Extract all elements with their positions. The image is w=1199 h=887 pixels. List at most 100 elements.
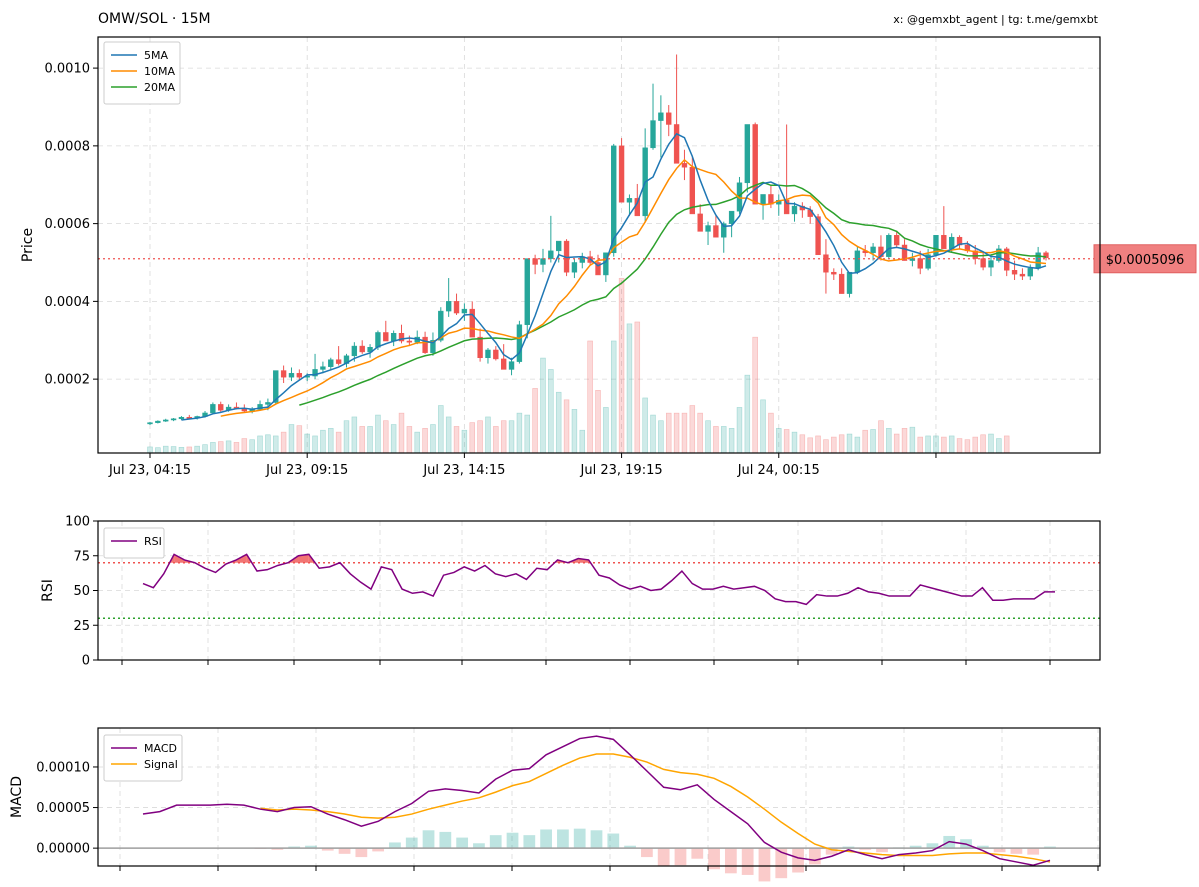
y-tick-label: 0 <box>82 654 90 669</box>
candle-body <box>917 258 923 269</box>
candle-body <box>1019 273 1026 277</box>
candle-body <box>673 124 680 164</box>
volume-bar <box>626 323 633 454</box>
volume-bar <box>155 447 161 454</box>
macd-histogram-bar <box>607 833 620 849</box>
macd-histogram-bar <box>741 848 754 875</box>
candle-body <box>901 244 908 261</box>
volume-bar <box>681 412 688 454</box>
x-tick-label: Jul 23, 09:15 <box>265 463 348 478</box>
y-tick-label: 0.0008 <box>45 139 91 154</box>
macd-histogram-bar <box>590 830 603 849</box>
candle-body <box>705 225 711 232</box>
volume-bar <box>941 436 947 454</box>
volume-bar <box>390 424 397 454</box>
volume-bar <box>768 412 774 454</box>
volume-bar <box>807 437 813 454</box>
volume-bar <box>831 436 837 454</box>
macd-panel: 0.00000 0.00005 0.00010 MACD MACD Signal <box>9 727 1101 882</box>
ma10-line <box>220 158 1047 417</box>
candle-body <box>681 163 688 168</box>
macd-histogram-bar <box>405 837 418 849</box>
volume-bar <box>571 409 578 454</box>
volume-bar <box>210 442 216 454</box>
candle-body <box>941 235 947 250</box>
volume-bar <box>697 412 703 454</box>
volume-bar <box>878 420 884 454</box>
volume-bar <box>445 416 452 454</box>
volume-bar <box>595 390 601 454</box>
volume-bar <box>249 439 255 454</box>
volume-bar <box>721 426 727 454</box>
candle-body <box>453 301 460 314</box>
candle-body <box>1011 270 1018 275</box>
volume-bar <box>980 434 986 454</box>
candle-body <box>296 373 303 378</box>
y-tick-label: 25 <box>73 619 90 634</box>
candle-body <box>273 370 279 403</box>
volume-bar <box>453 426 460 454</box>
y-tick-label: 0.0002 <box>45 373 91 388</box>
candle-body <box>697 213 703 232</box>
macd-histogram-bar <box>523 835 536 849</box>
volume-bar <box>461 429 468 454</box>
legend-entry: 20MA <box>144 81 175 94</box>
volume-bar <box>288 424 295 454</box>
volume-bar <box>548 369 554 454</box>
volume-bar <box>406 426 413 454</box>
y-tick-label: 0.00010 <box>36 760 90 775</box>
candle-body <box>218 404 224 411</box>
volume-bar <box>438 405 444 454</box>
candle-body <box>925 254 931 269</box>
candle-body <box>147 422 153 425</box>
macd-histogram-bar <box>674 848 687 866</box>
rsi-panel: 0 25 50 75 100 RSI RSI <box>40 515 1101 669</box>
candle-body <box>752 124 758 205</box>
candle-body <box>375 332 381 348</box>
legend-entry: Signal <box>144 758 178 771</box>
volume-bar <box>485 416 491 454</box>
volume-bar <box>776 428 782 454</box>
volume-bar <box>162 445 169 454</box>
volume-bar <box>736 407 743 454</box>
macd-histogram-bar <box>808 848 821 865</box>
candle-body <box>367 347 373 353</box>
x-tick-label: Jul 23, 14:15 <box>422 463 505 478</box>
candle-body <box>1043 252 1049 259</box>
macd-histogram-bar <box>573 828 586 849</box>
volume-bar <box>532 388 538 454</box>
volume-bar <box>948 435 955 454</box>
volume-bar <box>335 431 342 454</box>
volume-bar <box>933 435 939 454</box>
volume-bar <box>280 431 287 454</box>
credit-text: x: @gemxbt_agent | tg: t.me/gemxbt <box>893 13 1098 26</box>
volume-bar <box>304 433 310 454</box>
macd-histogram-bar <box>288 846 301 849</box>
candle-body <box>595 262 601 276</box>
volume-bar <box>273 435 279 454</box>
candle-body <box>477 336 483 358</box>
volume-bar <box>610 340 617 454</box>
volume-bar <box>265 434 271 454</box>
macd-axes-frame <box>97 727 1101 867</box>
volume-bar <box>202 444 208 454</box>
volume-bar <box>563 399 570 454</box>
macd-histogram-bar <box>724 848 737 874</box>
candle-body <box>508 361 515 370</box>
volume-bar <box>956 438 963 454</box>
macd-histogram-bar <box>321 848 334 851</box>
volume-bar <box>658 420 664 454</box>
macd-histogram-bar <box>792 848 804 873</box>
candle-body <box>532 258 538 265</box>
macd-histogram-bar <box>1027 848 1040 855</box>
legend-entry: 5MA <box>144 49 168 62</box>
macd-histogram-bar <box>540 829 552 849</box>
volume-bar <box>493 426 499 454</box>
legend-box <box>103 41 181 105</box>
candle-body <box>760 194 766 205</box>
macd-histogram-bar <box>825 848 838 855</box>
price-axes-frame <box>97 36 1101 454</box>
candle-body <box>666 112 672 125</box>
